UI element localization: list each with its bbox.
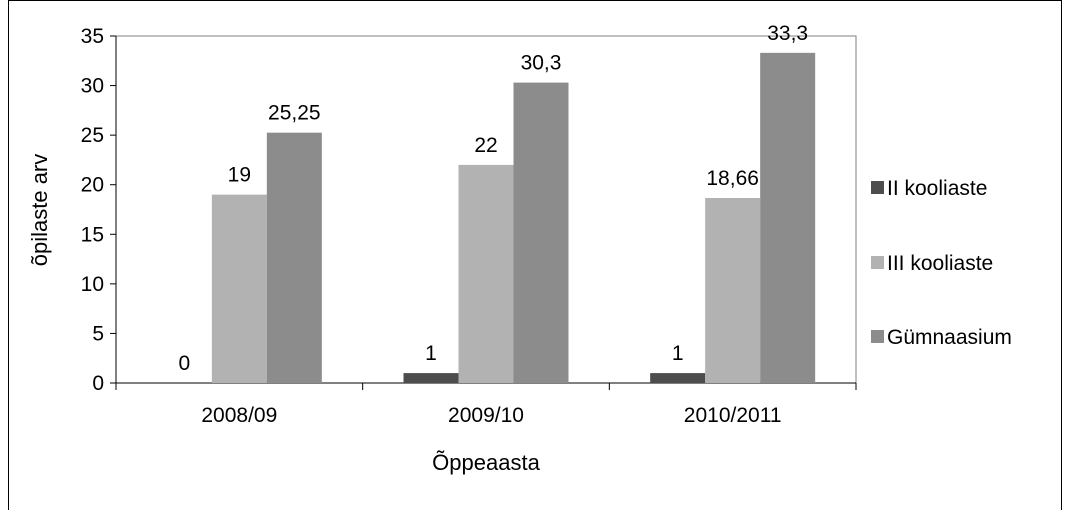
data-labels: 0 19 25,25 1 22 30,3 1 18,66 33,3	[178, 22, 808, 375]
legend-swatch	[871, 256, 884, 269]
x-tick-label: 2008/09	[201, 404, 277, 427]
bar	[403, 373, 459, 383]
bar	[760, 52, 816, 384]
y-axis-title: õpilaste arv	[27, 154, 52, 267]
x-tick-label: 2010/2011	[684, 404, 782, 427]
y-tick-label: 5	[92, 322, 104, 345]
chart-frame	[8, 0, 1062, 510]
legend-label: II kooliaste	[887, 177, 987, 200]
x-axis: 2008/09 2009/10 2010/2011	[115, 382, 857, 427]
bar-value-label: 22	[474, 134, 497, 157]
bar-value-label: 30,3	[521, 52, 562, 75]
y-tick-label: 0	[92, 372, 104, 395]
x-axis-title: Õppeaasta	[432, 450, 540, 475]
y-tick-label: 25	[81, 124, 104, 147]
bar-value-label: 1	[672, 342, 684, 365]
y-tick-label: 20	[81, 174, 104, 197]
bar	[513, 82, 569, 384]
y-axis: 0 5 10 15 20 25 30 35	[81, 25, 117, 395]
y-tick-label: 35	[81, 25, 104, 48]
bar	[650, 373, 706, 383]
legend: II kooliaste III kooliaste Gümnaasium	[871, 177, 1012, 349]
y-tick-label: 15	[81, 223, 104, 246]
bar-value-label: 19	[228, 164, 251, 187]
bar	[266, 132, 322, 383]
bar-value-label: 25,25	[268, 102, 321, 125]
bar-value-label: 0	[178, 352, 190, 375]
y-tick-label: 10	[81, 273, 104, 296]
bar-value-label: 33,3	[767, 22, 808, 45]
x-tick-label: 2009/10	[448, 404, 524, 427]
bar-value-label: 18,66	[706, 167, 759, 190]
bars	[211, 52, 816, 384]
bar	[458, 164, 514, 383]
legend-swatch	[871, 330, 884, 343]
legend-label: Gümnaasium	[887, 326, 1012, 349]
legend-swatch	[871, 181, 884, 194]
bar-value-label: 1	[425, 342, 437, 365]
bar	[705, 197, 761, 383]
bar	[211, 194, 267, 383]
legend-label: III kooliaste	[887, 252, 993, 275]
y-tick-label: 30	[81, 75, 104, 98]
